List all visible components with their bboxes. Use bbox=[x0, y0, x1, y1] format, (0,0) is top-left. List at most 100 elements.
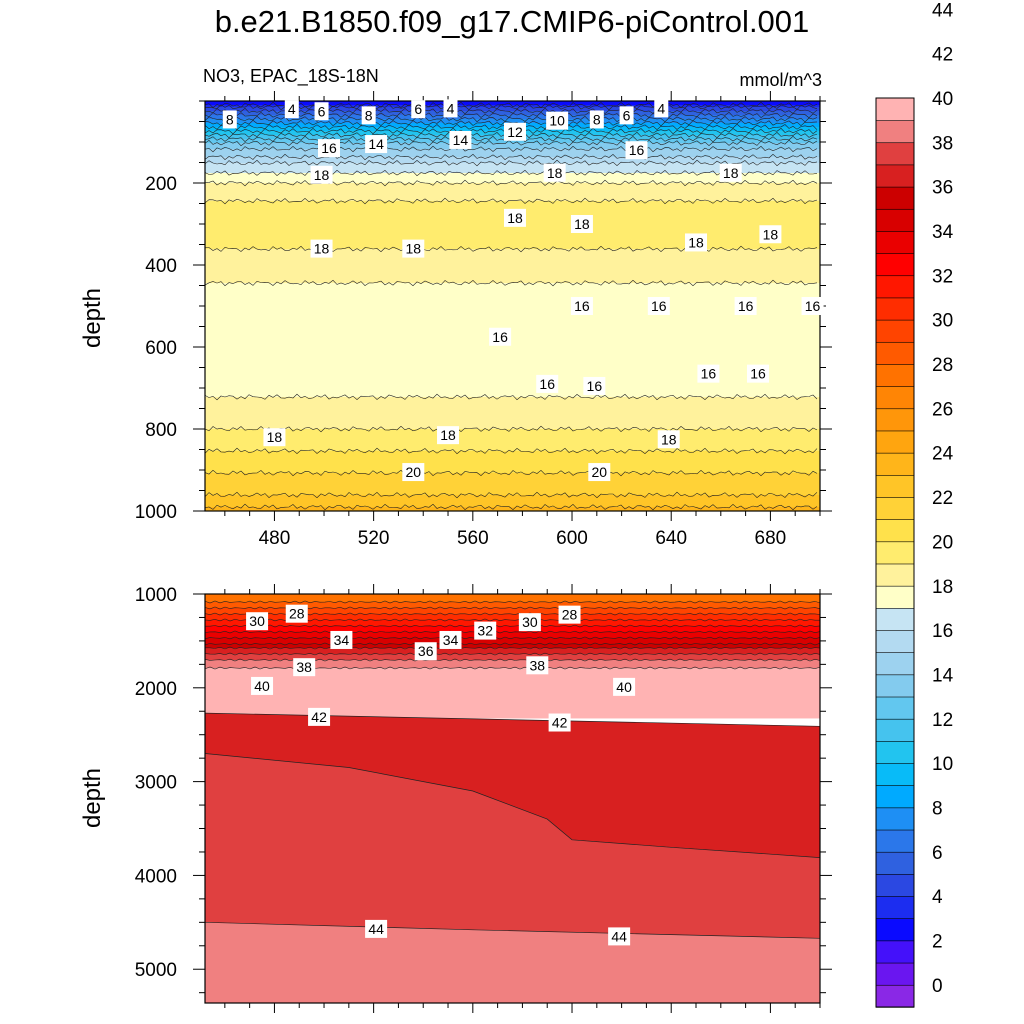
colorbar-box bbox=[875, 585, 915, 609]
contour-label: 16 bbox=[747, 364, 770, 383]
contour-label-box bbox=[583, 376, 606, 395]
contour-label-box bbox=[548, 713, 571, 732]
contour-label: 18 bbox=[719, 163, 742, 182]
contour-label-box bbox=[365, 919, 388, 938]
contour-label-text: 42 bbox=[552, 715, 568, 731]
upper-contour-line bbox=[205, 469, 818, 477]
contour-label-text: 18 bbox=[547, 165, 563, 181]
colorbar-box bbox=[875, 252, 915, 277]
upper-contour-line bbox=[205, 491, 818, 499]
upper-fill-band bbox=[205, 107, 820, 112]
colorbar-box bbox=[875, 341, 915, 365]
contour-label-box bbox=[489, 327, 512, 346]
contour-label: 4 bbox=[443, 99, 458, 118]
lower-contour-line bbox=[205, 636, 820, 640]
lower-fill-band bbox=[205, 602, 820, 609]
colorbar-box bbox=[875, 119, 915, 144]
y-tick-label: 200 bbox=[145, 174, 177, 195]
lower-fill-band bbox=[205, 638, 820, 645]
colorbar-box bbox=[875, 541, 915, 565]
upper-y-axis: 200 400 600 800 1000 bbox=[135, 100, 832, 523]
lower-contour-line bbox=[205, 646, 820, 650]
lower-contour-line bbox=[205, 600, 820, 604]
contour-label: 28 bbox=[558, 605, 581, 624]
lower-contour-line bbox=[205, 712, 820, 727]
contour-label: 4 bbox=[654, 99, 669, 118]
contour-label: 18 bbox=[310, 239, 333, 258]
upper-fill-band bbox=[205, 143, 820, 150]
lower-panel-fill bbox=[205, 594, 820, 1003]
contour-label-box bbox=[402, 239, 425, 258]
colorbar-label: 6 bbox=[932, 843, 943, 864]
contour-label-box bbox=[474, 621, 497, 640]
contour-label-box bbox=[685, 233, 708, 252]
contour-label-text: 30 bbox=[522, 614, 538, 630]
colorbar-box bbox=[875, 319, 915, 343]
contour-label: 16 bbox=[647, 297, 670, 315]
y-tick-label: 1000 bbox=[135, 502, 177, 523]
contour-label-text: 14 bbox=[453, 132, 469, 148]
upper-contour-line bbox=[205, 393, 818, 401]
contour-label-box bbox=[284, 100, 299, 119]
contour-label-text: 16 bbox=[539, 376, 555, 392]
contour-label: 18 bbox=[657, 430, 680, 449]
contour-label-text: 16 bbox=[805, 298, 821, 314]
upper-fill-band bbox=[205, 119, 820, 124]
x-tick-label: 680 bbox=[755, 528, 787, 549]
lower-fill-region bbox=[205, 713, 820, 858]
lower-contour-line bbox=[205, 624, 820, 628]
contour-label-box bbox=[625, 141, 648, 160]
colorbar-box bbox=[875, 718, 915, 742]
lower-fill-band bbox=[205, 654, 820, 661]
contour-label-text: 16 bbox=[629, 142, 645, 158]
contour-label-box bbox=[437, 426, 460, 445]
lower-y-axis: 1000 2000 3000 4000 5000 bbox=[135, 585, 832, 994]
contour-label-box bbox=[543, 163, 566, 182]
contour-label: 6 bbox=[411, 100, 426, 119]
contour-label: 20 bbox=[588, 463, 611, 482]
contour-label-box bbox=[365, 135, 388, 154]
contour-label-box bbox=[330, 630, 353, 649]
lower-contour-line bbox=[205, 652, 820, 656]
contour-label-text: 18 bbox=[314, 241, 330, 257]
upper-fill-band bbox=[205, 139, 820, 144]
contour-label: 18 bbox=[503, 208, 526, 227]
colorbar-box bbox=[875, 784, 915, 809]
lower-fill-band bbox=[205, 608, 820, 615]
contour-label-box bbox=[263, 428, 286, 447]
contour-label: 16 bbox=[489, 327, 512, 346]
contour-label-box bbox=[657, 430, 680, 449]
colorbar-box bbox=[875, 740, 915, 764]
contour-label-text: 28 bbox=[289, 606, 305, 622]
colorbar-box bbox=[875, 629, 915, 653]
contour-label-box bbox=[619, 106, 634, 125]
contour-label: 16 bbox=[801, 297, 824, 315]
contour-label-text: 44 bbox=[368, 921, 384, 937]
colorbar-label: 0 bbox=[932, 976, 943, 997]
contour-label: 6 bbox=[314, 102, 329, 121]
contour-label: 18 bbox=[570, 215, 593, 233]
upper-x-axis: 480 520 560 600 640 680 bbox=[224, 91, 821, 549]
contour-label-box bbox=[719, 163, 742, 182]
contour-label-text: 28 bbox=[562, 607, 578, 623]
contour-label-text: 32 bbox=[477, 623, 493, 639]
contour-label: 14 bbox=[449, 130, 472, 149]
contour-label-box bbox=[285, 604, 308, 623]
lower-fill-band bbox=[205, 644, 820, 649]
contour-label: 36 bbox=[414, 642, 437, 661]
contour-label-text: 42 bbox=[311, 709, 327, 725]
contour-label: 6 bbox=[619, 106, 634, 125]
colorbar-box bbox=[875, 895, 915, 920]
contour-label-box bbox=[443, 99, 458, 118]
colorbar-label: 2 bbox=[932, 931, 943, 952]
upper-right-label: mmol/m^3 bbox=[740, 70, 822, 90]
x-tick-label: 480 bbox=[259, 528, 291, 549]
contour-label: 16 bbox=[625, 141, 648, 160]
contour-label: 18 bbox=[685, 233, 708, 252]
lower-contour-line bbox=[205, 630, 820, 634]
contour-label-box bbox=[361, 106, 376, 125]
upper-contour-line bbox=[205, 447, 818, 455]
upper-contour-line bbox=[205, 103, 818, 111]
